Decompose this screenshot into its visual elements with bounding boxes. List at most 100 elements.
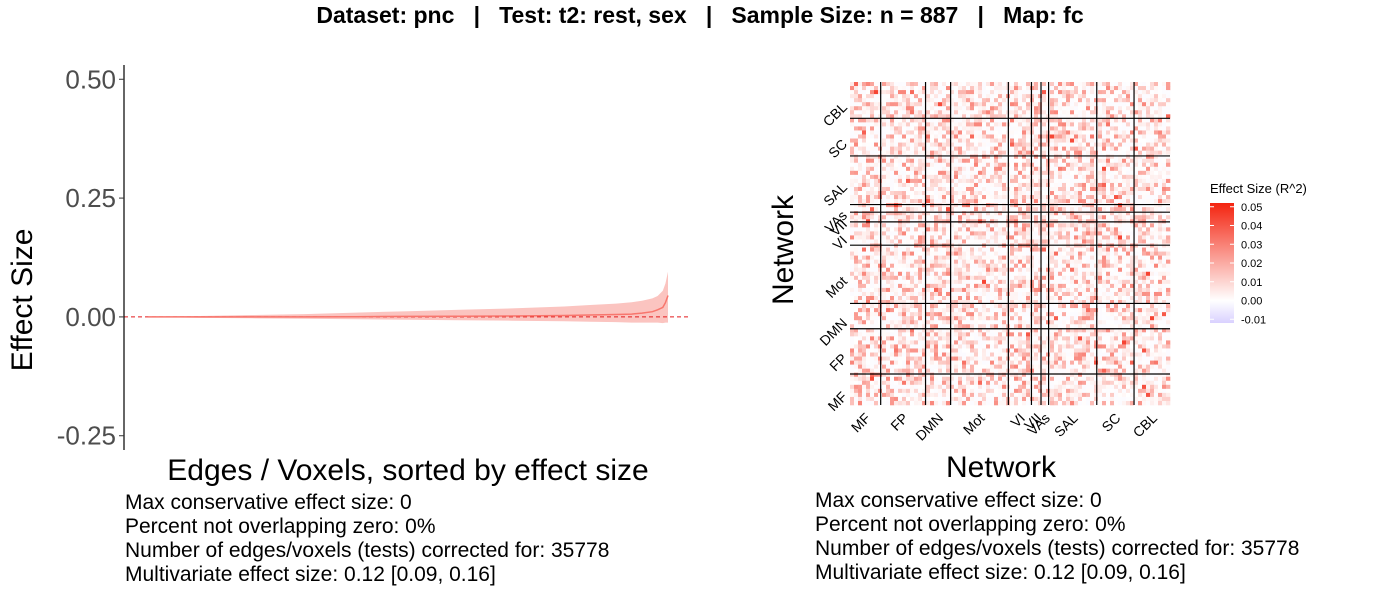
heatmap-cell	[906, 118, 911, 123]
heatmap-cell	[1010, 106, 1015, 111]
heatmap-cell	[994, 239, 999, 244]
heatmap-cell	[1082, 191, 1087, 196]
heatmap-cell	[898, 146, 903, 151]
heatmap-cell	[990, 295, 995, 301]
heatmap-cell	[1014, 126, 1019, 131]
heatmap-cell	[998, 86, 1003, 91]
heatmap-cell	[1026, 114, 1031, 119]
heatmap-cell	[918, 223, 923, 228]
heatmap-cell	[918, 231, 923, 236]
heatmap-cell	[1158, 215, 1163, 220]
heatmap-cell	[1026, 239, 1031, 244]
heatmap-cell	[1038, 122, 1043, 127]
heatmap-cell	[1026, 191, 1031, 196]
heatmap-cell	[1058, 328, 1063, 333]
heatmap-cell	[886, 118, 891, 123]
effect-size-line	[148, 295, 669, 318]
heatmap-cell	[1106, 259, 1111, 264]
heatmap-cell	[890, 328, 895, 333]
heatmap-cell	[1150, 130, 1155, 135]
heatmap-cell	[1002, 267, 1007, 273]
heatmap-cell	[1026, 82, 1031, 87]
heatmap-cell	[1070, 211, 1075, 216]
heatmap-cell	[918, 239, 923, 244]
heatmap-cell	[990, 138, 995, 143]
heatmap-cell	[926, 142, 931, 147]
heatmap-cell	[974, 114, 979, 119]
heatmap-cell	[1034, 146, 1039, 151]
heatmap-cell	[922, 223, 927, 228]
heatmap-cell	[1154, 162, 1159, 168]
heatmap-cell	[930, 259, 935, 264]
heatmap-cell	[1106, 166, 1111, 172]
heatmap-cell	[902, 320, 907, 325]
heatmap-cell	[918, 98, 923, 103]
heatmap-cell	[1162, 94, 1167, 99]
heatmap-cell	[1162, 300, 1167, 305]
heatmap-cell	[930, 247, 935, 252]
left-y-tick-label: 0.00	[65, 302, 116, 332]
heatmap-cell	[1106, 203, 1111, 208]
heatmap-cell	[954, 82, 959, 87]
heatmap-cell	[1158, 134, 1163, 139]
heatmap-cell	[1062, 267, 1067, 273]
heatmap-cell	[1118, 251, 1123, 256]
heatmap-cell	[1166, 324, 1171, 329]
heatmap-cell	[954, 199, 959, 204]
heatmap-cell	[1106, 304, 1111, 309]
heatmap-cell	[938, 170, 943, 176]
heatmap-cell	[1078, 287, 1083, 293]
heatmap-cell	[1022, 86, 1027, 91]
heatmap-cell	[1126, 320, 1131, 325]
heatmap-cell	[1014, 203, 1019, 208]
heatmap-cell	[1078, 291, 1083, 297]
heatmap-cell	[902, 231, 907, 236]
heatmap-cell	[874, 166, 879, 172]
heatmap-cell	[874, 158, 879, 164]
heatmap-cell	[998, 158, 1003, 164]
heatmap-cell	[858, 98, 863, 103]
heatmap-cell	[1098, 259, 1103, 264]
heatmap-cell	[862, 263, 867, 269]
heatmap-cell	[1002, 300, 1007, 305]
heatmap-cell	[1066, 158, 1071, 164]
heatmap-cell	[1102, 316, 1107, 321]
heatmap-cell	[854, 142, 859, 147]
heatmap-cell	[1118, 291, 1123, 297]
heatmap-cell	[894, 227, 899, 232]
heatmap-cell	[1026, 223, 1031, 228]
heatmap-cell	[898, 126, 903, 131]
heatmap-cell	[1154, 98, 1159, 103]
heatmap-cell	[858, 86, 863, 91]
heatmap-cell	[922, 300, 927, 305]
heatmap-cell	[1102, 235, 1107, 240]
heatmap-cell	[890, 134, 895, 139]
heatmap-cell	[1070, 158, 1075, 164]
heatmap-cell	[930, 86, 935, 91]
heatmap-cell	[1154, 86, 1159, 91]
heatmap-cell	[1054, 223, 1059, 228]
heatmap-cell	[874, 142, 879, 147]
heatmap-cell	[1110, 324, 1115, 329]
heatmap-cell	[1138, 211, 1143, 216]
heatmap-cell	[898, 316, 903, 321]
heatmap-cell	[1002, 235, 1007, 240]
heatmap-cell	[1070, 283, 1075, 289]
heatmap-cell	[954, 98, 959, 103]
heatmap-cell	[850, 110, 855, 115]
heatmap-cell	[866, 312, 871, 317]
heatmap-cell	[910, 142, 915, 147]
heatmap-cell	[910, 215, 915, 220]
heatmap-cell	[1142, 122, 1147, 127]
heatmap-cell	[918, 251, 923, 256]
heatmap-cell	[1042, 174, 1047, 180]
heatmap-cell	[862, 130, 867, 135]
heatmap-cell	[1082, 223, 1087, 228]
heatmap-cell	[950, 259, 955, 264]
heatmap-cell	[1118, 263, 1123, 269]
heatmap-cell	[930, 178, 935, 184]
heatmap-cell	[950, 114, 955, 119]
heatmap-cell	[1166, 174, 1171, 180]
heatmap-cell	[930, 110, 935, 115]
heatmap-cell	[1026, 182, 1031, 188]
